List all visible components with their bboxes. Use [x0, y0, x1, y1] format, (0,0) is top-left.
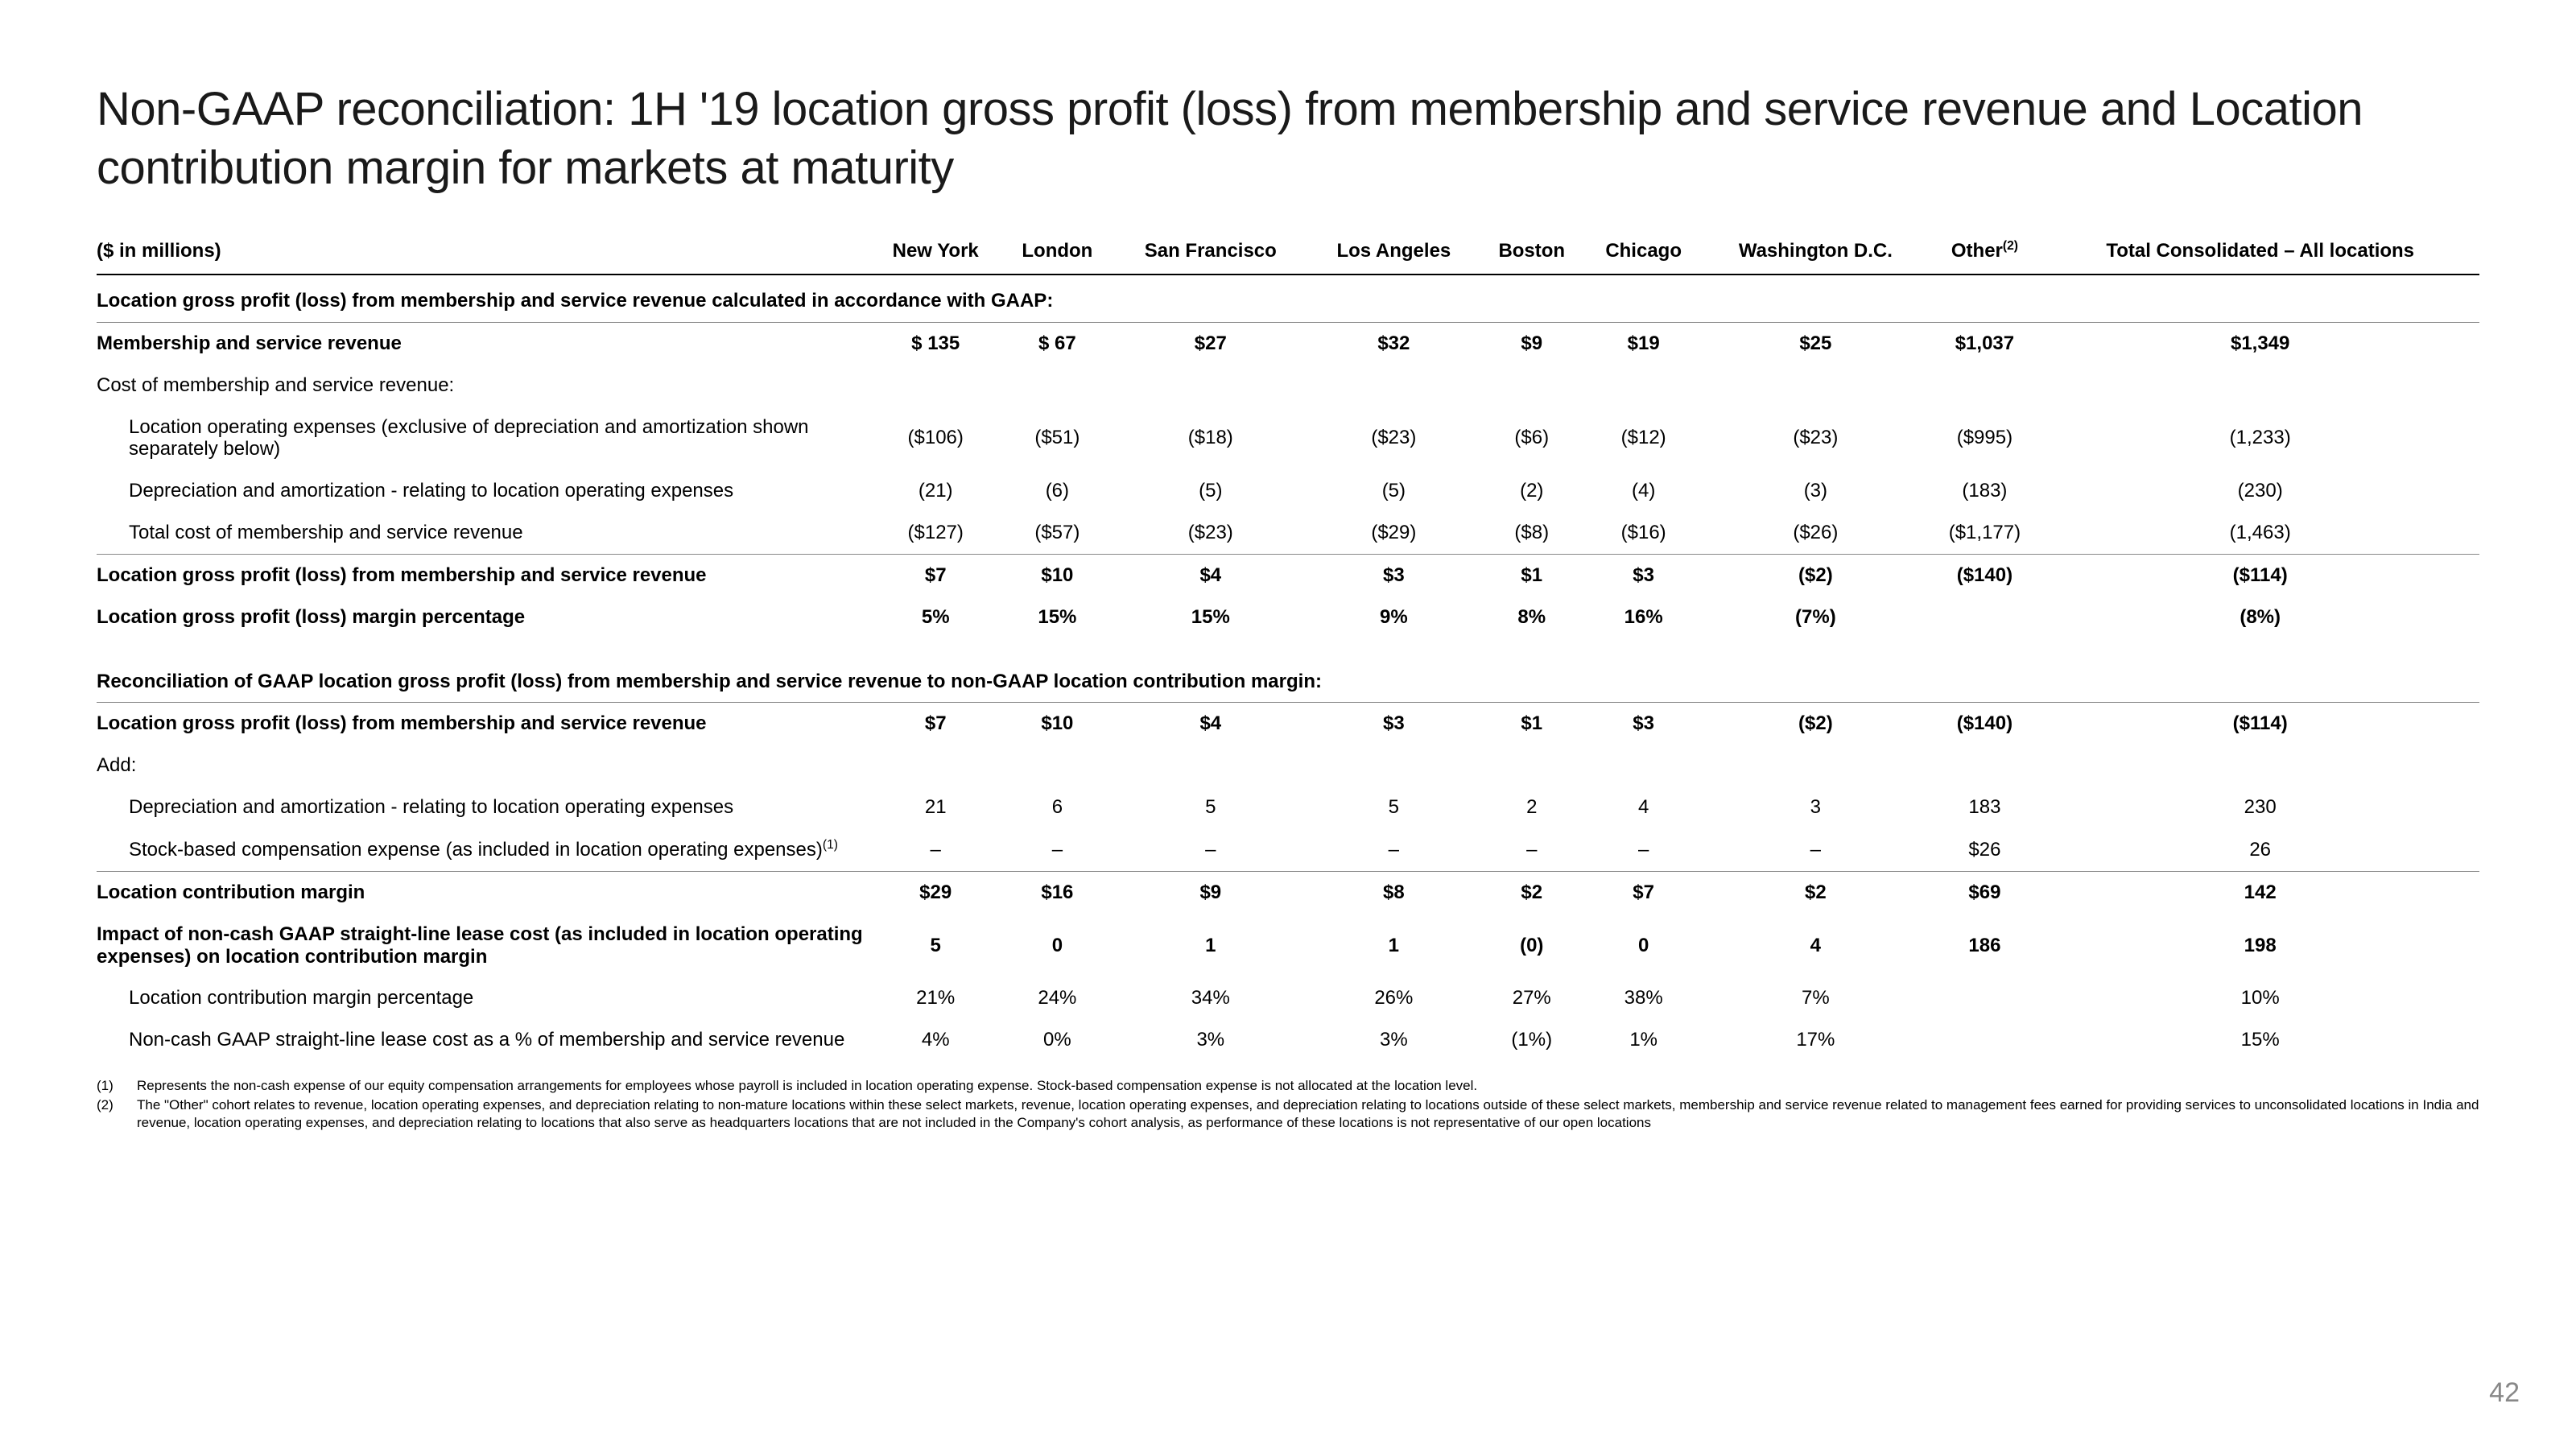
row-gross-profit: Location gross profit (loss) from member…: [97, 554, 2479, 597]
row-membership-revenue: Membership and service revenue $ 135$ 67…: [97, 322, 2479, 365]
row-cm-pct: Location contribution margin percentage …: [97, 977, 2479, 1019]
col-sf: San Francisco: [1113, 229, 1308, 275]
fn2-num: (2): [97, 1096, 137, 1132]
row-total-cost: Total cost of membership and service rev…: [97, 512, 2479, 555]
col-newyork: New York: [869, 229, 1001, 275]
row-gp-margin: Location gross profit (loss) margin perc…: [97, 597, 2479, 638]
reconciliation-table: ($ in millions) New York London San Fran…: [97, 229, 2479, 1061]
col-dc: Washington D.C.: [1703, 229, 1928, 275]
row-lease-impact: Impact of non-cash GAAP straight-line le…: [97, 914, 2479, 977]
page-title: Non-GAAP reconciliation: 1H '19 location…: [97, 80, 2479, 197]
col-boston: Boston: [1479, 229, 1584, 275]
fn1-text: Represents the non-cash expense of our e…: [137, 1077, 1477, 1095]
row-gp-repeat: Location gross profit (loss) from member…: [97, 703, 2479, 745]
fn1-num: (1): [97, 1077, 137, 1095]
col-other: Other(2): [1928, 229, 2041, 275]
row-add-da: Depreciation and amortization - relating…: [97, 786, 2479, 828]
units-header: ($ in millions): [97, 229, 869, 275]
footnotes: (1)Represents the non-cash expense of ou…: [97, 1077, 2479, 1132]
row-contrib-margin: Location contribution margin $29$16$9$8$…: [97, 871, 2479, 914]
row-lease-pct: Non-cash GAAP straight-line lease cost a…: [97, 1019, 2479, 1061]
row-opex: Location operating expenses (exclusive o…: [97, 407, 2479, 470]
col-london: London: [1001, 229, 1113, 275]
row-sbc: Stock-based compensation expense (as inc…: [97, 828, 2479, 871]
fn2-text: The "Other" cohort relates to revenue, l…: [137, 1096, 2479, 1132]
row-add: Add:: [97, 745, 2479, 786]
section-1-header: Location gross profit (loss) from member…: [97, 275, 2479, 322]
row-da: Depreciation and amortization - relating…: [97, 470, 2479, 512]
page-number: 42: [2489, 1377, 2520, 1409]
section-2-header: Reconciliation of GAAP location gross pr…: [97, 638, 2479, 703]
col-la: Los Angeles: [1308, 229, 1479, 275]
col-total: Total Consolidated – All locations: [2041, 229, 2479, 275]
col-chicago: Chicago: [1584, 229, 1703, 275]
row-cost-header: Cost of membership and service revenue:: [97, 365, 2479, 407]
